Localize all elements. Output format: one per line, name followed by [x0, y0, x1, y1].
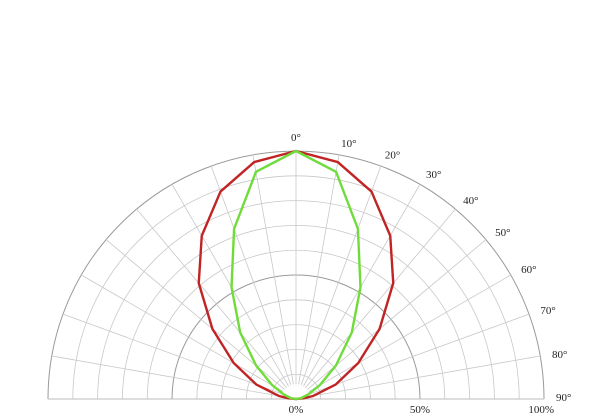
polar-grid — [47, 150, 545, 400]
grid-spoke — [298, 154, 340, 385]
angle-tick-label: 90° — [556, 392, 571, 404]
angle-tick-labels: 0° 10° 20° 30° 40° 50° 60° 70° 80° 90° — [291, 132, 571, 404]
series-layer — [197, 149, 395, 401]
grid-spoke — [300, 165, 382, 386]
grid-spoke — [252, 154, 294, 385]
angle-tick-label: 10° — [341, 138, 356, 150]
grid-spoke — [305, 208, 456, 388]
grid-spoke — [81, 274, 284, 392]
angle-tick-label: 20° — [385, 150, 400, 162]
angle-tick-label: 40° — [463, 195, 478, 207]
angle-tick-label: 60° — [521, 264, 536, 276]
radial-tick-label: 50% — [410, 404, 430, 416]
grid-spoke — [210, 165, 292, 386]
grid-spoke — [309, 313, 530, 395]
grid-spoke — [62, 313, 283, 395]
angle-tick-label: 70° — [540, 305, 555, 317]
grid-spoke — [308, 274, 511, 392]
grid-spoke — [51, 355, 282, 397]
grid-spoke — [310, 355, 541, 397]
grid-spoke — [303, 184, 421, 387]
radial-tick-label: 100% — [528, 404, 554, 416]
grid-spoke — [171, 184, 289, 387]
radial-tick-label: 0% — [289, 404, 304, 416]
angle-tick-label: 50° — [495, 227, 510, 239]
angle-tick-label: 0° — [291, 132, 301, 144]
angle-tick-label: 30° — [426, 169, 441, 181]
angle-tick-label: 80° — [552, 349, 567, 361]
grid-spoke — [136, 208, 287, 388]
radial-tick-labels: 0% 50% 100% — [289, 404, 554, 416]
series-curve-2 — [230, 149, 362, 401]
